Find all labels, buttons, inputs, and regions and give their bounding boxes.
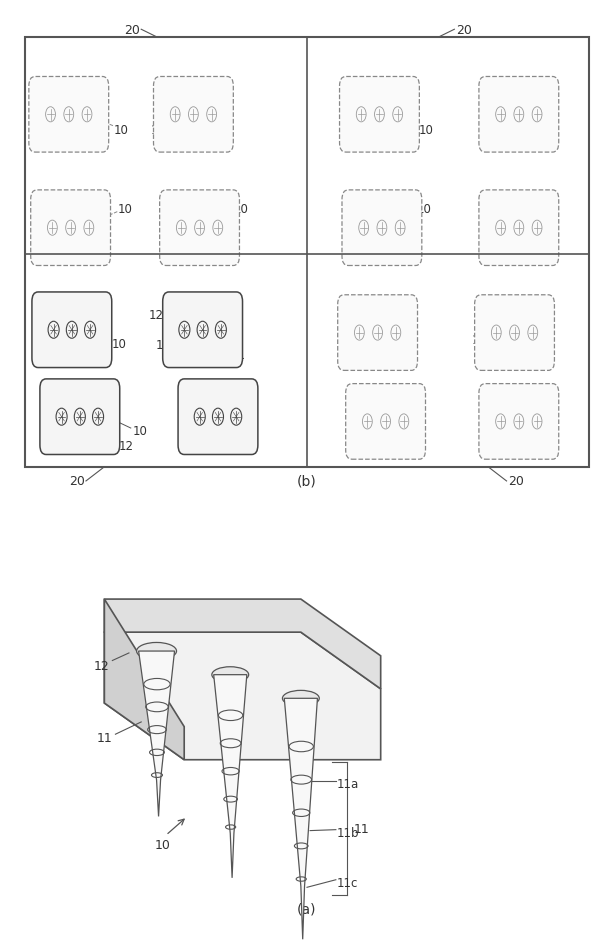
FancyBboxPatch shape bbox=[475, 295, 554, 371]
Text: 10: 10 bbox=[234, 203, 249, 216]
Text: 10: 10 bbox=[416, 203, 431, 216]
Text: 10: 10 bbox=[133, 425, 147, 438]
Text: 12: 12 bbox=[119, 440, 133, 453]
Text: 10: 10 bbox=[155, 838, 171, 851]
Text: 11b: 11b bbox=[336, 826, 359, 839]
FancyBboxPatch shape bbox=[479, 191, 559, 266]
Text: 20: 20 bbox=[456, 24, 472, 37]
Text: 11: 11 bbox=[354, 822, 370, 835]
Text: 11: 11 bbox=[231, 348, 246, 362]
FancyBboxPatch shape bbox=[479, 384, 559, 460]
FancyBboxPatch shape bbox=[338, 295, 418, 371]
Text: 10: 10 bbox=[114, 124, 128, 137]
Ellipse shape bbox=[282, 691, 319, 706]
Polygon shape bbox=[104, 599, 184, 760]
Text: 10: 10 bbox=[472, 333, 486, 346]
FancyBboxPatch shape bbox=[479, 77, 559, 153]
FancyBboxPatch shape bbox=[178, 379, 258, 455]
Text: 10: 10 bbox=[117, 203, 132, 216]
FancyBboxPatch shape bbox=[154, 77, 233, 153]
Text: 10: 10 bbox=[479, 396, 494, 410]
FancyBboxPatch shape bbox=[160, 191, 239, 266]
FancyBboxPatch shape bbox=[163, 293, 243, 368]
Text: 11a: 11a bbox=[336, 777, 359, 790]
Text: 10: 10 bbox=[151, 124, 166, 137]
Text: 11: 11 bbox=[96, 732, 112, 745]
Text: 20: 20 bbox=[69, 475, 85, 488]
Text: 12: 12 bbox=[93, 659, 109, 672]
Text: 10: 10 bbox=[335, 333, 350, 346]
Text: 10: 10 bbox=[480, 124, 494, 137]
Text: 10: 10 bbox=[542, 203, 557, 216]
FancyBboxPatch shape bbox=[342, 191, 422, 266]
FancyBboxPatch shape bbox=[31, 191, 111, 266]
Text: (b): (b) bbox=[297, 475, 317, 488]
Polygon shape bbox=[284, 699, 317, 939]
Text: 20: 20 bbox=[508, 475, 524, 488]
Polygon shape bbox=[214, 675, 247, 878]
Text: 10: 10 bbox=[179, 395, 194, 408]
FancyBboxPatch shape bbox=[40, 379, 120, 455]
FancyBboxPatch shape bbox=[29, 77, 109, 153]
Ellipse shape bbox=[212, 667, 249, 683]
Text: 10: 10 bbox=[410, 396, 425, 410]
Text: 10: 10 bbox=[112, 338, 126, 351]
Polygon shape bbox=[139, 651, 174, 817]
Text: 11c: 11c bbox=[336, 876, 358, 889]
Text: 10: 10 bbox=[419, 124, 433, 137]
Text: 10: 10 bbox=[155, 339, 170, 352]
Polygon shape bbox=[104, 632, 381, 760]
FancyBboxPatch shape bbox=[32, 293, 112, 368]
FancyBboxPatch shape bbox=[340, 77, 419, 153]
FancyBboxPatch shape bbox=[346, 384, 426, 460]
Text: 12: 12 bbox=[149, 309, 164, 322]
Polygon shape bbox=[104, 599, 381, 689]
Text: 11: 11 bbox=[56, 380, 71, 394]
Text: (a): (a) bbox=[297, 902, 317, 915]
Ellipse shape bbox=[136, 643, 177, 660]
Bar bbox=[25, 38, 589, 467]
Text: 20: 20 bbox=[124, 24, 140, 37]
